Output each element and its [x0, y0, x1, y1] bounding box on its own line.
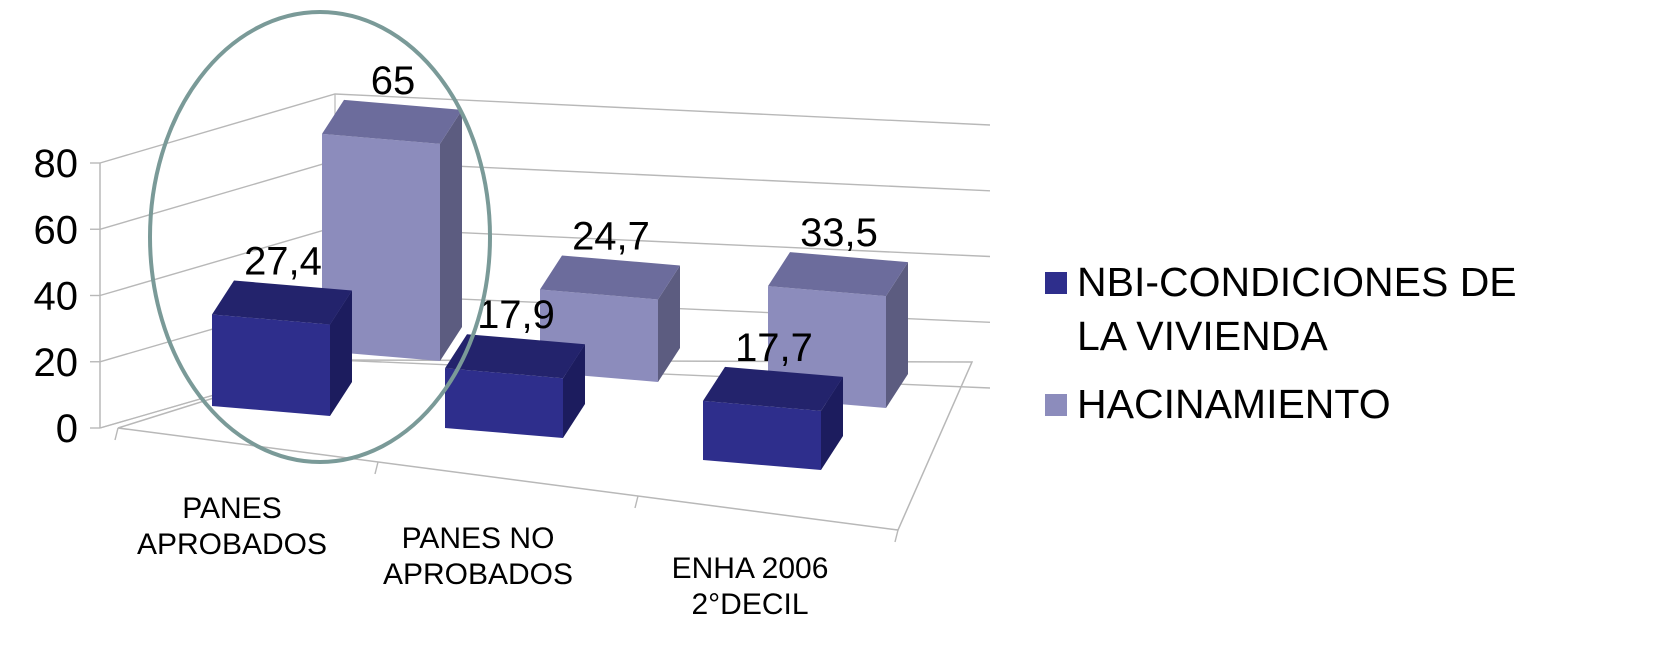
annotations — [148, 10, 492, 464]
bar-side — [330, 290, 352, 416]
category-label-line: APROBADOS — [383, 558, 573, 591]
data-label: 17,9 — [477, 293, 555, 337]
data-label: 27,4 — [244, 239, 322, 283]
y-tick-label: 40 — [34, 275, 79, 319]
legend-label-line: HACINAMIENTO — [1077, 381, 1391, 427]
highlight-ellipse — [148, 10, 492, 464]
legend-label-line: NBI-CONDICIONES DE — [1077, 259, 1517, 305]
bar-top — [445, 334, 585, 379]
bar-side — [658, 265, 680, 382]
category-label-line: 2°DECIL — [691, 588, 808, 621]
bars — [212, 99, 908, 470]
bar-top — [768, 252, 908, 297]
y-axis-ticks: 0 20 40 60 80 — [34, 142, 79, 451]
category-label-line: PANES — [182, 492, 281, 525]
bar-0-0 — [212, 280, 352, 416]
category-label: PANES NO APROBADOS — [383, 522, 573, 591]
category-label: ENHA 2006 2°DECIL — [672, 552, 829, 621]
category-label-line: PANES NO — [402, 522, 555, 555]
category-label-line: ENHA 2006 — [672, 552, 829, 585]
bar-top — [540, 255, 680, 300]
gridline — [99, 93, 991, 164]
x-tick-mark — [634, 495, 639, 509]
x-axis-category-labels: PANES APROBADOS PANES NO APROBADOS ENHA 2006… — [137, 492, 828, 621]
legend: NBI-CONDICIONES DE LA VIVIENDA HACINAMIENT… — [1045, 259, 1517, 427]
bar-top — [212, 280, 352, 325]
legend-label: NBI-CONDICIONES DE LA VIVIENDA — [1077, 259, 1517, 359]
x-tick-mark — [114, 427, 119, 441]
legend-label: HACINAMIENTO — [1077, 381, 1391, 427]
data-label: 24,7 — [572, 215, 650, 259]
bar-0-2 — [703, 366, 843, 470]
data-label: 17,7 — [735, 326, 813, 370]
bar-front — [445, 368, 563, 438]
x-tick-mark — [374, 461, 379, 475]
category-label-line: APROBADOS — [137, 528, 327, 561]
y-tick-label: 60 — [34, 208, 79, 252]
y-tick-label: 0 — [56, 407, 78, 451]
bar-top — [703, 366, 843, 411]
data-labels: 65 24,7 33,5 27,4 17,9 17,7 — [244, 59, 878, 370]
bar-0-1 — [445, 334, 585, 438]
data-label: 33,5 — [800, 211, 878, 255]
data-label: 65 — [371, 59, 416, 103]
legend-swatch — [1045, 272, 1067, 294]
bar-side — [563, 344, 585, 438]
bar-front — [212, 314, 330, 416]
bar-side — [821, 376, 843, 470]
category-label: PANES APROBADOS — [137, 492, 327, 561]
y-tick-label: 80 — [34, 142, 79, 186]
bar-front — [703, 400, 821, 470]
y-tick-label: 20 — [34, 341, 79, 385]
legend-label-line: LA VIVIENDA — [1077, 313, 1328, 359]
bar-side — [886, 262, 908, 408]
bar-top — [322, 99, 462, 144]
x-tick-mark — [894, 529, 899, 543]
bar-side — [440, 109, 462, 362]
legend-swatch — [1045, 394, 1067, 416]
